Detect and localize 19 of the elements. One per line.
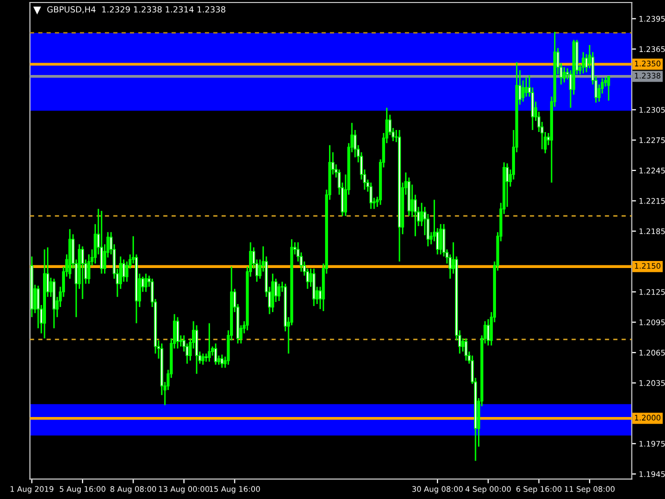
candlestick — [201, 352, 204, 366]
candlestick — [214, 342, 218, 366]
candlestick — [439, 223, 442, 256]
candlestick — [524, 76, 528, 98]
candlestick — [506, 162, 509, 208]
candlestick — [369, 182, 372, 210]
candlestick — [100, 210, 104, 274]
chart-title: GBPUSD,H4 1.2329 1.2338 1.2314 1.2338 — [47, 6, 226, 14]
candlestick — [562, 66, 566, 84]
candlestick — [87, 254, 90, 284]
candlestick — [220, 354, 224, 368]
candlestick — [176, 316, 180, 350]
candlestick — [607, 76, 610, 102]
candlestick — [522, 80, 525, 102]
candlestick — [464, 338, 468, 362]
candlestick — [144, 272, 148, 293]
candlestick — [278, 283, 280, 302]
candlestick — [81, 246, 84, 300]
candlestick — [208, 322, 211, 362]
